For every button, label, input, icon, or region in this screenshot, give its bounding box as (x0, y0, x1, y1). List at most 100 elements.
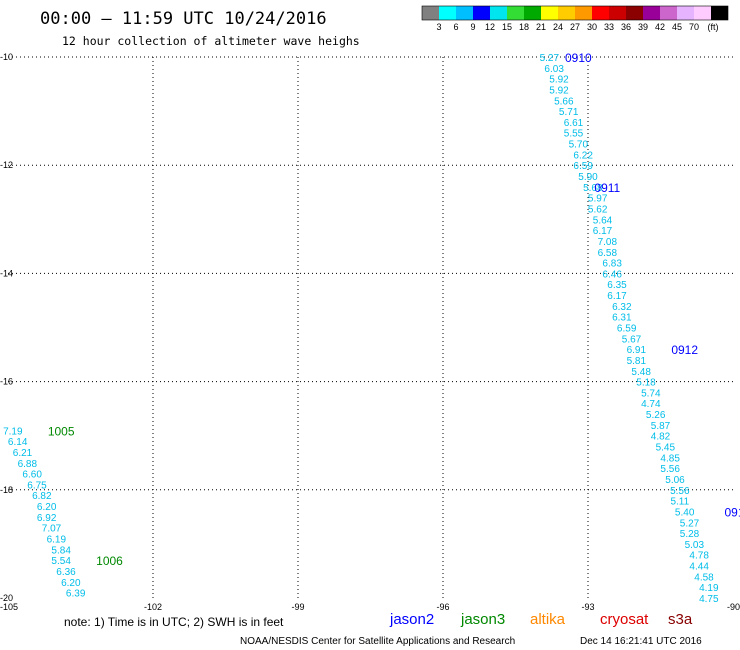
x-tick-label: -96 (436, 602, 449, 612)
wave-height-label: 6.92 (37, 513, 57, 524)
x-tick-label: -105 (0, 602, 18, 612)
wave-height-label: 4.58 (694, 572, 714, 583)
wave-height-label: 4.82 (651, 432, 671, 443)
wave-height-label: 5.56 (660, 464, 680, 475)
wave-height-label: 6.14 (8, 437, 28, 448)
colorbar-swatch (524, 6, 541, 20)
wave-height-label: 5.45 (656, 443, 676, 454)
y-tick-label: -14 (0, 268, 13, 278)
wave-height-label: 6.83 (602, 259, 622, 270)
wave-height-label: 6.03 (544, 64, 564, 75)
wave-height-label: 5.64 (593, 215, 613, 226)
wave-height-label: 4.85 (660, 453, 680, 464)
axis-tick-labels: -105 -102 -99 -96 -93 -90 -10 -12 -14 -16 -18 -20 (0, 52, 740, 612)
colorbar-label: 42 (655, 22, 665, 32)
x-tick-label: -93 (581, 602, 594, 612)
wave-height-label: 5.97 (588, 194, 608, 205)
wave-height-label: 5.06 (665, 475, 685, 486)
wave-height-label: 5.40 (675, 507, 695, 518)
y-tick-label: -10 (0, 52, 13, 62)
wave-height-label: 6.59 (573, 161, 593, 172)
pass-time-labels: 0910 0911 0912 0913 1005 1006 (48, 51, 740, 568)
legend-altika: altika (530, 611, 566, 628)
pass-time-label: 0911 (594, 181, 620, 195)
wave-height-colorbar: 3 6 9 12 15 18 21 24 27 30 33 36 39 42 45 70 (ft) (421, 5, 729, 32)
colorbar-label: 9 (470, 22, 475, 32)
colorbar-swatch (592, 6, 609, 20)
y-tick-label: -20 (0, 593, 13, 603)
wave-height-label: 5.87 (651, 421, 671, 432)
wave-height-label: 5.26 (646, 410, 666, 421)
wave-height-label: 6.36 (56, 567, 76, 578)
wave-height-label: 5.92 (549, 85, 569, 96)
colorbar-swatch (422, 6, 439, 20)
wave-height-label: 6.61 (564, 118, 584, 129)
legend-cryosat: cryosat (600, 611, 649, 628)
wave-height-label: 5.81 (627, 356, 647, 367)
wave-height-label: 5.11 (670, 497, 689, 508)
chart-title: 00:00 – 11:59 UTC 10/24/2016 (40, 9, 327, 29)
satellite-legend: jason2 jason3 altika cryosat s3a (389, 611, 693, 628)
pass-time-label: 1006 (96, 554, 123, 568)
colorbar-swatch (575, 6, 592, 20)
wave-height-label: 6.75 (27, 480, 47, 491)
wave-height-label: 6.46 (602, 269, 622, 280)
wave-height-label: 5.27 (680, 518, 700, 529)
colorbar-swatch (541, 6, 558, 20)
wave-height-label: 5.55 (564, 129, 584, 140)
wave-height-label: 5.54 (51, 556, 71, 567)
wave-height-label: 5.70 (569, 140, 589, 151)
colorbar-swatch (439, 6, 456, 20)
legend-s3a: s3a (668, 611, 693, 628)
wave-height-label: 5.84 (51, 545, 71, 556)
wave-height-label: 6.31 (612, 313, 632, 324)
credit-left: NOAA/NESDIS Center for Satellite Applica… (240, 636, 515, 647)
wave-height-label: 4.78 (689, 551, 709, 562)
colorbar-swatch (677, 6, 694, 20)
wave-height-label: 5.27 (540, 53, 560, 64)
chart-subtitle: 12 hour collection of altimeter wave hei… (62, 34, 360, 48)
wave-height-label: 4.44 (689, 562, 709, 573)
legend-jason2: jason2 (389, 611, 434, 628)
colorbar-swatch (473, 6, 490, 20)
y-tick-label: -12 (0, 160, 13, 170)
legend-jason3: jason3 (460, 611, 505, 628)
wave-height-label: 6.32 (612, 302, 632, 313)
wave-height-label: 4.75 (699, 594, 719, 605)
colorbar-label: 6 (453, 22, 458, 32)
wave-height-label: 5.28 (680, 529, 700, 540)
colorbar-label: 70 (689, 22, 699, 32)
pass-time-label: 0912 (671, 343, 698, 357)
wave-height-label: 6.17 (593, 226, 613, 237)
wave-height-label: 5.62 (588, 204, 608, 215)
wave-height-label: 5.48 (631, 367, 651, 378)
wave-height-label: 6.91 (627, 345, 647, 356)
colorbar-label: 45 (672, 22, 682, 32)
colorbar-label: 30 (587, 22, 597, 32)
credit-right: Dec 14 16:21:41 UTC 2016 (580, 636, 702, 647)
wave-height-label: 5.71 (559, 107, 579, 118)
wave-height-label: 6.21 (13, 448, 33, 459)
wave-height-label: 5.67 (622, 334, 642, 345)
colorbar-frame (421, 5, 729, 21)
colorbar-swatch (643, 6, 660, 20)
colorbar-label: 27 (570, 22, 580, 32)
wave-height-label: 4.19 (699, 583, 719, 594)
colorbar-swatch (660, 6, 677, 20)
colorbar-label: 3 (436, 22, 441, 32)
y-tick-label: -18 (0, 485, 13, 495)
lat-lon-grid (8, 56, 733, 598)
wave-height-label: 5.90 (578, 172, 598, 183)
x-tick-label: -99 (291, 602, 304, 612)
wave-height-label: 7.08 (598, 237, 618, 248)
wave-height-label: 5.74 (641, 388, 661, 399)
wave-height-label: 6.17 (607, 291, 627, 302)
colorbar-unit: (ft) (708, 22, 719, 32)
colorbar-swatch (456, 6, 473, 20)
wave-height-label: 6.58 (598, 248, 618, 259)
x-tick-label: -90 (727, 602, 740, 612)
wave-height-label: 6.82 (32, 491, 52, 502)
wave-height-label: 7.19 (3, 426, 23, 437)
wave-height-label: 5.18 (636, 378, 656, 389)
